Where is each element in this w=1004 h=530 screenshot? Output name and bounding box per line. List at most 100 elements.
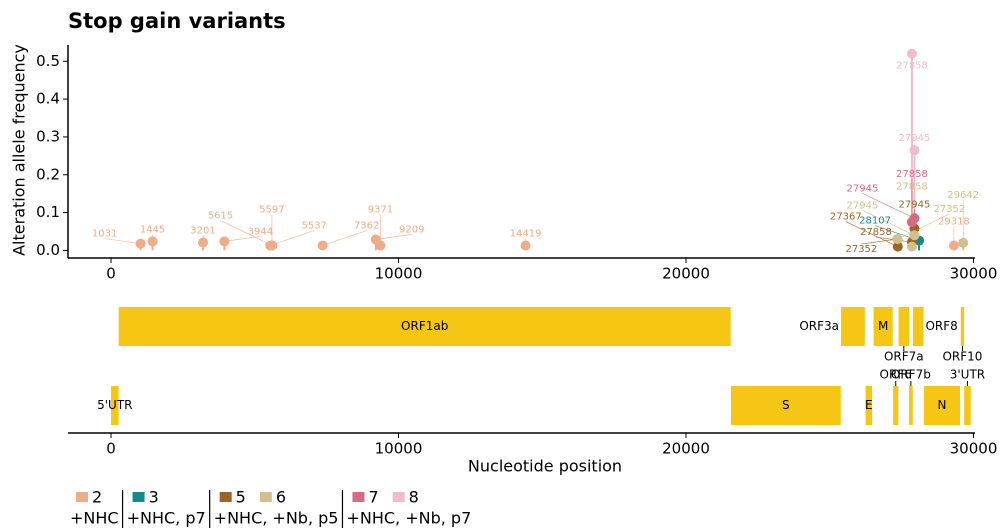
point-label: 27945	[899, 199, 931, 210]
legend-swatch	[132, 492, 145, 502]
gene	[873, 307, 893, 346]
y-tick-label: 0.1	[36, 203, 60, 221]
label-leader	[375, 234, 412, 240]
points	[135, 48, 969, 252]
point-label: 9371	[368, 205, 393, 216]
point-label: 27945	[899, 133, 931, 144]
point	[909, 145, 920, 156]
legend-label: 2	[92, 488, 102, 507]
label-leader	[897, 213, 950, 240]
gene	[730, 386, 841, 425]
gene-label: N	[937, 398, 946, 412]
point-label: 1031	[92, 229, 117, 240]
point-label: 29642	[947, 190, 979, 201]
point	[892, 241, 903, 252]
label-leader	[862, 210, 915, 236]
point	[198, 237, 209, 248]
x-tick-label: 10000	[375, 265, 423, 283]
point-label: 3944	[248, 226, 273, 237]
point-label: 27945	[847, 200, 879, 211]
gene	[118, 307, 731, 346]
y-tick-label: 0.3	[36, 127, 60, 145]
point-label: 27858	[896, 182, 928, 193]
gene	[912, 307, 924, 346]
gene-label: ORF7a	[884, 350, 924, 364]
gene	[960, 307, 965, 346]
legend-label: 3	[149, 488, 159, 507]
gene-label: 3'UTR	[950, 368, 985, 382]
point	[958, 237, 969, 248]
point-label: 3201	[190, 225, 215, 236]
legend-label: 5	[236, 488, 246, 507]
x-axis-title: Nucleotide position	[468, 457, 622, 476]
gene-label: S	[782, 398, 790, 412]
legend-group-label: +NHC	[70, 509, 119, 528]
point	[317, 240, 328, 251]
point-label: 29318	[938, 217, 970, 228]
point	[267, 240, 278, 251]
legend-swatch	[76, 492, 88, 502]
point-label: 27352	[933, 204, 965, 215]
legend-label: 6	[276, 488, 286, 507]
point-label: 27367	[830, 212, 862, 223]
point-label: 27352	[845, 244, 877, 255]
point-label: 5537	[301, 221, 326, 232]
y-tick-label: 0.0	[36, 241, 60, 259]
gene-label: E	[865, 398, 873, 412]
point-label: 5597	[259, 205, 284, 216]
label-leader	[322, 230, 367, 246]
point-label: 27945	[847, 183, 879, 194]
gene-label: ORF10	[942, 350, 982, 364]
point	[906, 217, 917, 228]
label-leader	[104, 238, 141, 244]
label-leader	[862, 193, 915, 219]
legend-swatch	[392, 492, 405, 502]
x-tick-label: 30000	[950, 440, 998, 458]
gene-label: ORF6	[880, 368, 912, 382]
gene	[865, 386, 873, 425]
legend-label: 7	[368, 488, 378, 507]
gene-label: ORF3a	[799, 319, 839, 333]
point	[219, 236, 230, 247]
x-tick-label: 10000	[375, 440, 423, 458]
point-label: 28107	[859, 216, 891, 227]
point-label: 1445	[140, 224, 165, 235]
gene-label: 5'UTR	[97, 398, 132, 412]
label-leader	[220, 220, 273, 246]
label-leader	[224, 236, 261, 242]
gene-label: ORF7b	[891, 368, 931, 382]
gene-label: ORF1ab	[401, 319, 448, 333]
point-label: 27858	[896, 61, 928, 72]
gene	[923, 386, 961, 425]
legend-swatch	[259, 492, 272, 502]
chart-title: Stop gain variants	[68, 9, 286, 33]
point	[375, 240, 386, 251]
legend-group-label: +NHC, p7	[127, 509, 206, 528]
point	[892, 234, 903, 245]
x-tick-label: 30000	[950, 265, 998, 283]
x-tick-label: 0	[106, 265, 116, 283]
legend-label: 8	[409, 488, 419, 507]
gene	[841, 307, 865, 346]
point	[948, 240, 959, 251]
gene-label: M	[878, 319, 888, 333]
x-tick-label: 20000	[662, 265, 710, 283]
gene	[964, 386, 971, 425]
point	[906, 48, 917, 59]
gene	[908, 386, 913, 425]
label-leader	[845, 221, 898, 247]
point-label: 14419	[510, 229, 542, 240]
gene	[111, 386, 119, 425]
y-axis-title: Alteration allele frequency	[10, 44, 29, 256]
label-leader	[861, 238, 898, 245]
point-label: 7362	[354, 221, 379, 232]
point-label: 27858	[896, 169, 928, 180]
y-tick-label: 0.5	[36, 52, 60, 70]
gene	[898, 307, 910, 346]
y-tick-label: 0.4	[36, 90, 60, 108]
legend-swatch	[352, 492, 365, 502]
point-label: 9209	[399, 224, 424, 235]
point-label: 27858	[860, 227, 892, 238]
point	[147, 236, 158, 247]
